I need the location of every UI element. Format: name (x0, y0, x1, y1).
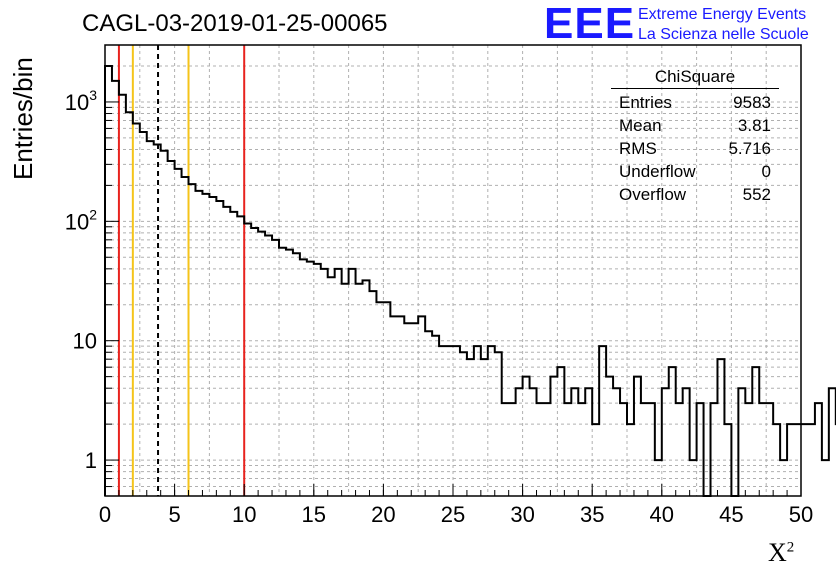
grid-lines (105, 45, 801, 496)
y-tick-label: 10 (73, 329, 97, 354)
stats-label: Overflow (619, 185, 687, 204)
stats-label: RMS (619, 139, 657, 158)
marker-lines (117, 45, 246, 496)
x-tick-label: 45 (719, 502, 743, 527)
y-axis-label: Entries/bin (8, 57, 38, 180)
x-axis-label-exp: 2 (786, 539, 795, 556)
stats-value: 5.716 (728, 139, 771, 158)
x-tick-label: 40 (650, 502, 674, 527)
y-tick-label: 102 (65, 206, 97, 234)
stats-box: ChiSquare Entries 9583 Mean 3.81 RMS 5.716 … (611, 67, 779, 206)
x-tick-label: 25 (441, 502, 465, 527)
y-tick-label: 1 (85, 448, 97, 473)
stats-value: 552 (742, 185, 771, 204)
x-tick-label: 50 (789, 502, 813, 527)
y-tick-exponent: 3 (89, 87, 97, 103)
stats-label: Underflow (619, 162, 696, 181)
stats-label: Mean (619, 116, 662, 135)
x-tick-label: 15 (302, 502, 326, 527)
stats-row: Entries 9583 (611, 91, 779, 114)
x-axis-label: X2 (768, 538, 794, 568)
stats-row: Overflow 552 (611, 183, 779, 206)
stats-label: Entries (619, 93, 672, 112)
x-axis: 0 5 10 15 20 25 30 35 40 45 50 (99, 484, 813, 527)
stats-row: Mean 3.81 (611, 114, 779, 137)
logo-tagline-2: La Scienza nelle Scuole (638, 26, 809, 43)
y-axis-label-wrap: Entries/bin (6, 57, 38, 190)
x-tick-label: 10 (232, 502, 256, 527)
x-tick-label: 35 (580, 502, 604, 527)
x-tick-label: 30 (510, 502, 534, 527)
x-tick-label: 5 (168, 502, 180, 527)
stats-title: ChiSquare (611, 67, 779, 89)
logo-mark: EEE (544, 0, 636, 48)
run-title: CAGL-03-2019-01-25-00065 (82, 10, 388, 37)
stats-row: RMS 5.716 (611, 137, 779, 160)
logo-tagline-1: Extreme Energy Events (638, 6, 807, 23)
x-tick-label: 0 (99, 502, 111, 527)
y-axis: 1 10 102 103 (65, 65, 119, 488)
stats-value: 9583 (733, 93, 771, 112)
histogram-series (104, 65, 836, 497)
y-tick-label: 103 (65, 87, 97, 115)
y-tick-exponent: 2 (89, 206, 97, 222)
x-tick-label: 20 (371, 502, 395, 527)
x-axis-label-base: X (768, 538, 787, 567)
stats-value: 3.81 (737, 116, 771, 135)
stats-value: 0 (761, 162, 771, 181)
stats-row: Underflow 0 (611, 160, 779, 183)
